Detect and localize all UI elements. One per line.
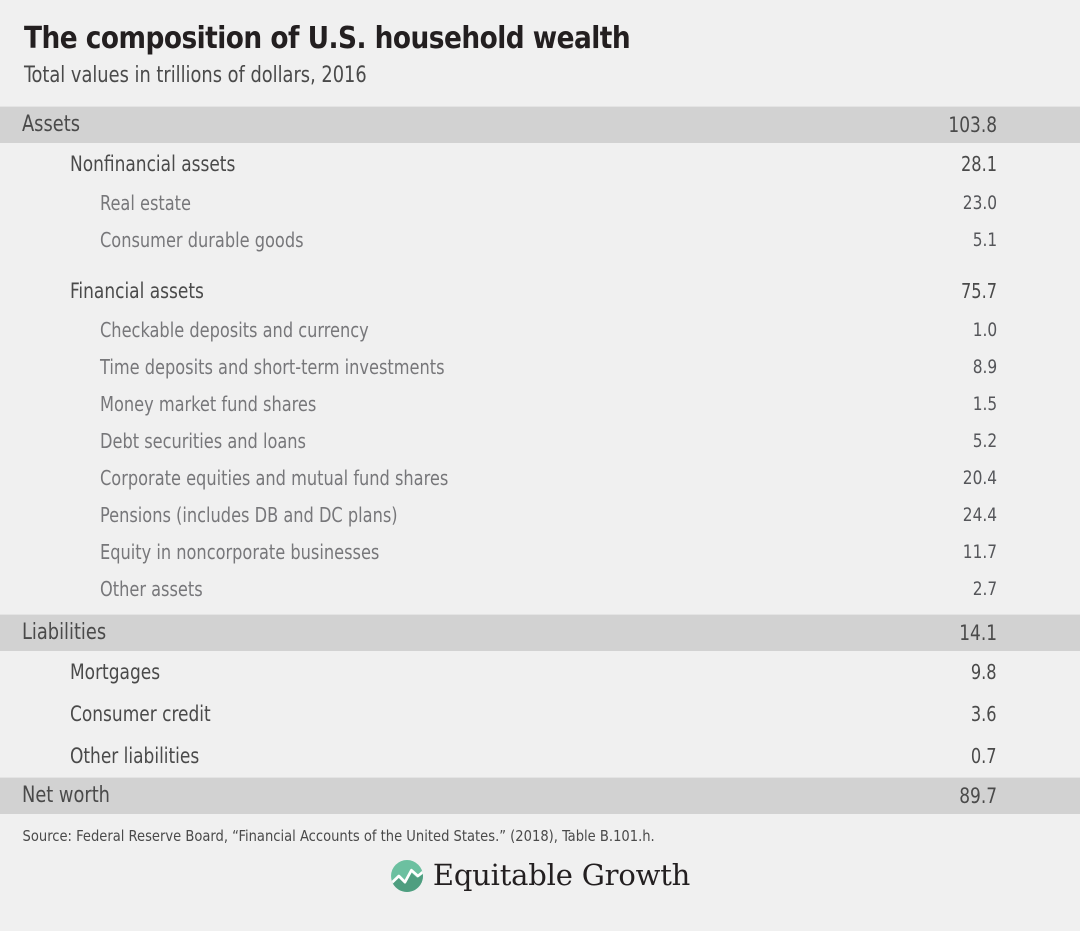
table-row-liabilities: Liabilities 14.1 [0, 613, 1080, 651]
row-label: Other assets [100, 577, 203, 602]
table-row-other-liabilities: Other liabilities 0.7 [0, 735, 1080, 777]
source-note: Source: Federal Reserve Board, “Financia… [22, 826, 655, 845]
row-label: Other liabilities [70, 743, 200, 768]
table-row-assets: Assets 103.8 [0, 105, 1080, 143]
row-value: 23.0 [962, 192, 997, 215]
row-label: Liabilities [22, 620, 107, 646]
row-label: Corporate equities and mutual fund share… [100, 466, 449, 491]
row-label: Consumer credit [70, 701, 211, 726]
row-label: Net worth [22, 783, 110, 809]
table-row-corporate-equities: Corporate equities and mutual fund share… [0, 460, 1080, 497]
row-label: Consumer durable goods [100, 228, 304, 253]
row-value: 75.7 [960, 278, 997, 303]
row-value: 3.6 [971, 701, 997, 726]
row-value: 5.2 [972, 430, 997, 453]
row-value: 9.8 [971, 659, 997, 684]
table-row-checkable-deposits: Checkable deposits and currency 1.0 [0, 312, 1080, 349]
row-label: Real estate [100, 191, 191, 216]
wealth-composition-table: Assets 103.8 Nonfinancial assets 28.1 Re… [0, 105, 1080, 814]
row-label: Equity in noncorporate businesses [100, 540, 380, 565]
row-label: Assets [22, 112, 80, 138]
row-value: 28.1 [960, 151, 997, 176]
row-value: 5.1 [972, 229, 997, 252]
row-label: Debt securities and loans [100, 429, 306, 454]
row-label: Financial assets [70, 278, 204, 303]
brand-name: Equitable Growth [432, 858, 691, 893]
table-row-net-worth: Net worth 89.7 [0, 776, 1080, 814]
row-label: Money market fund shares [100, 392, 317, 417]
page-title: The composition of U.S. household wealth [24, 21, 631, 56]
row-label: Nonfinancial assets [70, 151, 236, 176]
table-row-consumer-credit: Consumer credit 3.6 [0, 693, 1080, 735]
row-label: Pensions (includes DB and DC plans) [100, 503, 398, 528]
table-row-mortgages: Mortgages 9.8 [0, 651, 1080, 693]
brand-logo: Equitable Growth [0, 859, 1080, 893]
row-label: Time deposits and short-term investments [100, 355, 445, 380]
table-row-debt-securities: Debt securities and loans 5.2 [0, 423, 1080, 460]
row-value: 103.8 [948, 112, 997, 137]
row-value: 1.0 [972, 319, 997, 342]
table-row-consumer-durable-goods: Consumer durable goods 5.1 [0, 222, 1080, 259]
row-value: 2.7 [972, 578, 997, 601]
table-row-time-deposits: Time deposits and short-term investments… [0, 349, 1080, 386]
table-row-money-market-fund-shares: Money market fund shares 1.5 [0, 386, 1080, 423]
row-value: 20.4 [962, 467, 997, 490]
page-subtitle: Total values in trillions of dollars, 20… [24, 62, 367, 88]
row-label: Checkable deposits and currency [100, 318, 369, 343]
row-label: Mortgages [70, 659, 161, 684]
row-value: 14.1 [959, 620, 997, 645]
table-row-real-estate: Real estate 23.0 [0, 185, 1080, 222]
row-value: 24.4 [962, 504, 997, 527]
table-row-other-assets: Other assets 2.7 [0, 571, 1080, 608]
chart-line-circle-icon [390, 859, 423, 892]
table-row-noncorporate-equity: Equity in noncorporate businesses 11.7 [0, 534, 1080, 571]
row-value: 11.7 [962, 541, 997, 564]
row-value: 89.7 [959, 783, 997, 808]
header: The composition of U.S. household wealth… [0, 0, 1080, 89]
table-row-financial-assets: Financial assets 75.7 [0, 270, 1080, 312]
row-value: 1.5 [972, 393, 997, 416]
table-row-nonfinancial-assets: Nonfinancial assets 28.1 [0, 143, 1080, 185]
row-value: 0.7 [971, 743, 997, 768]
row-value: 8.9 [972, 356, 997, 379]
table-row-pensions: Pensions (includes DB and DC plans) 24.4 [0, 497, 1080, 534]
